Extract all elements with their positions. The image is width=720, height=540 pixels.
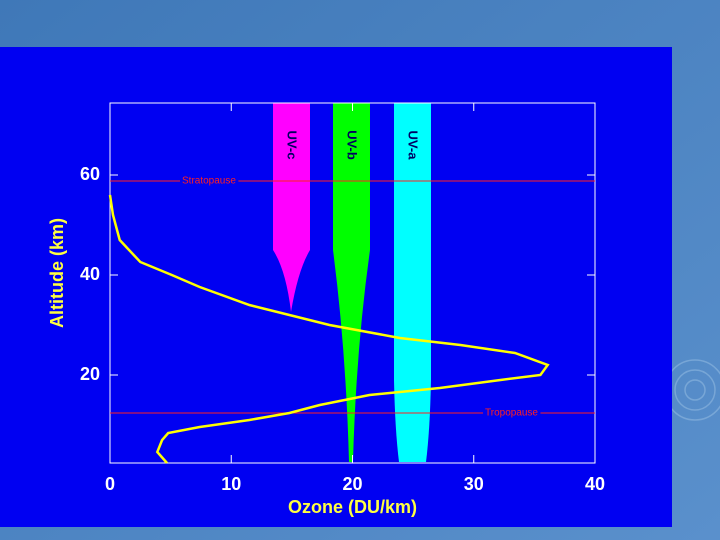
uv-a-band [394, 103, 431, 462]
band-label: UV-c [285, 131, 300, 160]
x-axis-title: Ozone (DU/km) [288, 497, 417, 517]
y-tick-label: 20 [80, 364, 100, 384]
uv-b-band [333, 103, 370, 462]
x-tick-label: 20 [342, 474, 362, 494]
band-label: UV-a [406, 131, 421, 161]
reference-label: Tropopause [485, 408, 538, 419]
x-tick-label: 40 [585, 474, 605, 494]
label-backdrop [483, 407, 541, 419]
x-tick-label: 10 [221, 474, 241, 494]
ozone-curve [108, 194, 550, 464]
x-tick-label: 30 [464, 474, 484, 494]
label-backdrop [180, 175, 239, 187]
band-label: UV-b [345, 130, 360, 160]
x-tick-label: 0 [105, 474, 115, 494]
y-tick-label: 40 [80, 264, 100, 284]
reference-label: Stratopause [182, 176, 236, 187]
y-axis-title: Altitude (km) [47, 218, 67, 328]
y-tick-label: 60 [80, 164, 100, 184]
uv-c-band [273, 103, 310, 312]
